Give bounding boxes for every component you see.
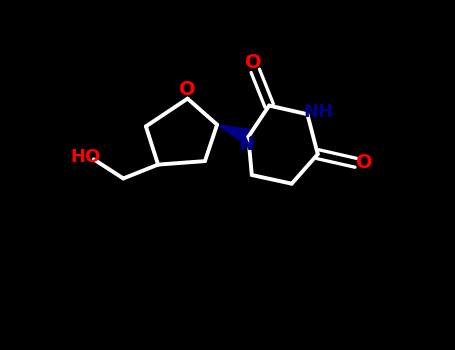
Text: N: N xyxy=(238,136,253,154)
Text: NH: NH xyxy=(303,104,334,121)
Text: O: O xyxy=(356,153,372,172)
Polygon shape xyxy=(217,125,251,144)
Text: O: O xyxy=(245,52,262,72)
Text: N: N xyxy=(239,135,254,153)
Text: HO: HO xyxy=(70,148,100,166)
Text: O: O xyxy=(179,80,196,99)
